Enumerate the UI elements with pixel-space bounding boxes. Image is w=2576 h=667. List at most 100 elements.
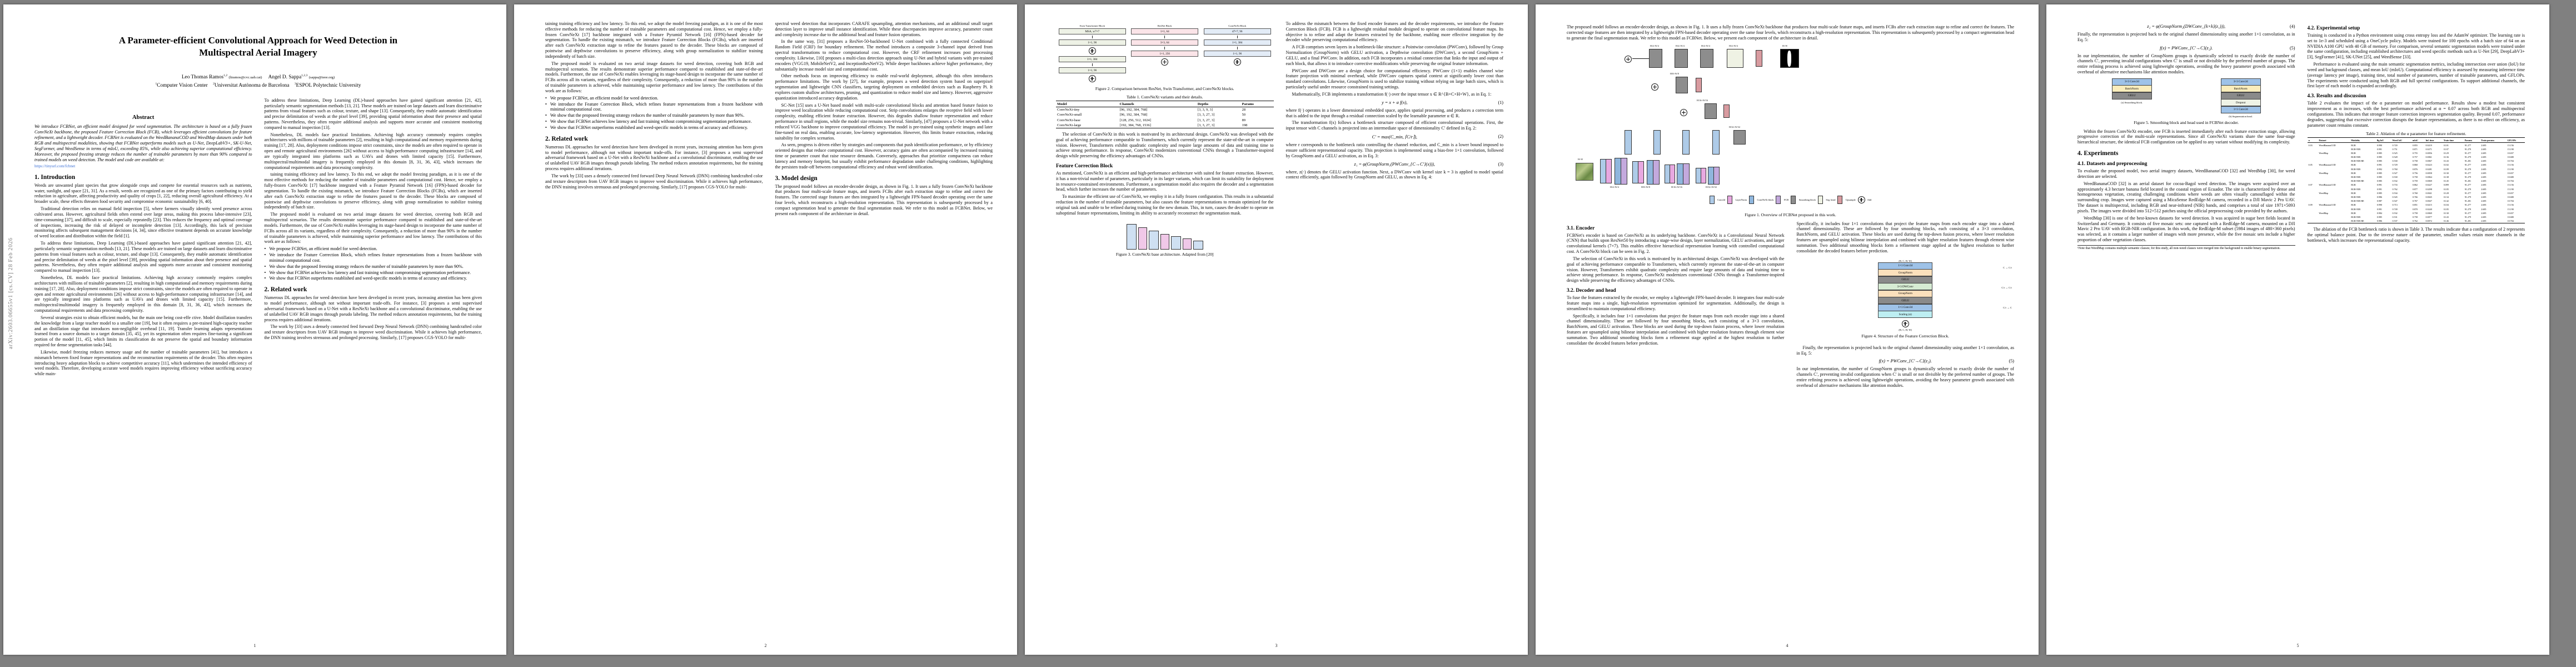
t1-r2-c0: ConvNeXt-base xyxy=(1057,118,1080,122)
t2-r8-c10: 10.680 xyxy=(2507,176,2514,179)
fig1-fcb-4 xyxy=(1713,167,1720,185)
fig2-swin-add2-icon xyxy=(1088,75,1096,82)
figure-4-caption: Figure 4. Structure of the Feature Corre… xyxy=(1861,333,1950,339)
t2-r15-c1: WeedBananaCOD xyxy=(2319,203,2336,207)
page-3-left-column: Swin Transformer Block MSA, w7×7 1×1, 96… xyxy=(1056,21,1274,633)
t2-r18-c3: 0.985 xyxy=(2376,215,2382,218)
fig1-fcb-1 xyxy=(1621,158,1627,185)
paper-page-4[interactable]: The proposed model follows an encoder-de… xyxy=(1536,4,2039,655)
t2-r17-c10: 10.657 xyxy=(2507,211,2514,215)
table-2-col-8: Params xyxy=(2463,137,2480,143)
table-row: 0.09 WeedBananaCOD RGB 0.990 0.713 0.851 0.021… xyxy=(2308,203,2525,207)
t1-r3-c0: ConvNeXt-large xyxy=(1056,122,1119,128)
fig2-swin-layer-2: 1×1, 96 xyxy=(1058,39,1126,46)
t2-r9-c10: 10.704 xyxy=(2507,180,2514,183)
legend-add-icon xyxy=(1857,196,1865,204)
t2-r0-c7: 0.101 xyxy=(2443,143,2449,147)
t2-r15-c9: 2.685 xyxy=(2481,203,2487,207)
table-row: RGB-NIR-RE 0.986 0.537 0.762 0.0072 0.146 91.2… xyxy=(2307,218,2525,224)
t2-r13-c4: 0.545 xyxy=(2392,195,2398,198)
title-line-1: A Parameter-efficient Convolutional Appr… xyxy=(118,35,398,46)
fig2-swin-layer-1: MSA, w7×7 xyxy=(1058,28,1126,34)
fig2-convnext-layer-3: 1×1, 96 xyxy=(1203,51,1271,57)
t2-r13-c3: 0.986 xyxy=(2376,195,2382,198)
t2-r6-c7: 0.109 xyxy=(2443,167,2449,171)
paper-page-3[interactable]: Swin Transformer Block MSA, w7×7 1×1, 96… xyxy=(1025,4,1528,655)
t2-r12-c1: WeedMap xyxy=(2319,191,2329,195)
page-4-right-column: Specifically, it includes four 1×1 convo… xyxy=(1797,221,2015,390)
fig1-res-label-h4-c: H/4×W/4 xyxy=(1701,44,1710,48)
fig1-res-label-h4-d: H/4×W/4 xyxy=(1729,44,1738,48)
legend-label-smoothing: Smoothing block xyxy=(1798,198,1816,202)
fig1-seg-head xyxy=(1727,49,1743,68)
legend-seghead-swatch xyxy=(1817,196,1823,205)
t2-r2-c7: 0.129 xyxy=(2443,151,2449,155)
t2-r12-c10: 10.657 xyxy=(2507,191,2514,195)
t2-r17-c2: RGB xyxy=(2351,211,2356,215)
abstract-link[interactable]: https://tinyurl.com/fcbnet xyxy=(34,163,76,168)
t2-r11-c2: RGB-NIR xyxy=(2351,187,2361,191)
s1-paragraph-8: The proposed model is evaluated on two a… xyxy=(264,212,482,245)
figure-5: 3×3 Conv2d BatchNorm GELU (a) Smoothing … xyxy=(2077,78,2295,126)
t2-r8-c1 xyxy=(2318,175,2350,179)
figure-4-input-label: (B, C, H, W) xyxy=(1899,259,1912,262)
s31-heading: 3.1. Encoder xyxy=(1567,225,1595,231)
t2-r17-c4: 0.532 xyxy=(2392,211,2398,215)
fig1-input-image xyxy=(1576,163,1593,181)
table-2-col-1: Dataset xyxy=(2318,137,2350,143)
fig1-fcb-2 xyxy=(1653,160,1660,185)
figure-2-diagram: Swin Transformer Block MSA, w7×7 1×1, 96… xyxy=(1056,24,1274,84)
t2-r1-c3: 0.991 xyxy=(2376,147,2382,151)
figure-1-diagram: H/4×W/4 H/4×W/4 H/4×W/4 H/4×W/4 H×W H/8×… xyxy=(1567,43,2014,210)
affiliation-2: Universitat Autònoma de Barcelona xyxy=(214,83,290,89)
t2-r1-c8: 91.279 xyxy=(2464,147,2471,151)
paper-page-2[interactable]: taining training efficiency and low late… xyxy=(514,4,1017,655)
t2-r7-c4: 0.527 xyxy=(2392,171,2398,175)
contribution-bullet-5: We show that FCBNet outperforms establis… xyxy=(265,276,482,281)
author-1-name: Leo Thomas Ramos xyxy=(181,74,224,81)
t2-r19-c6: 0.0072 xyxy=(2424,218,2443,224)
table-row: RGB-NIR 0.986 0.545 0.766 0.0045 0.134 91.279 2… xyxy=(2308,195,2525,199)
t2-r19-c10: 10.704 xyxy=(2506,218,2525,224)
t2-r5-c8: 91.277 xyxy=(2464,163,2471,167)
page-5-left-column: z₂ = φ(GroupNorm₂(DWConv_{k×k}(z₁))), (4)… xyxy=(2077,21,2295,633)
t2-r18-c1 xyxy=(2318,215,2350,219)
eq1-number: (1) xyxy=(1498,99,1503,105)
t2-r3-c5: 0.757 xyxy=(2412,156,2418,159)
t2-r4-c10: 10.704 xyxy=(2507,160,2514,163)
t2-r0-c2: RGB xyxy=(2351,143,2356,147)
seghead-layer-2: BatchNorm xyxy=(2220,85,2261,93)
contribution-bullet-2-b: We introduce the Feature Correction Bloc… xyxy=(545,102,763,113)
t2-r12-c3: 0.985 xyxy=(2376,191,2382,195)
t2-r2-c10: 10.657 xyxy=(2507,151,2514,155)
t1-r0-c1: [96, 192, 384, 768] xyxy=(1119,108,1148,112)
fig1-res-label-h4-a: H/4×W/4 xyxy=(1650,44,1659,48)
equation-3: z₁ = φ(GroupNorm₁(PWConv_{C→C′}(x))), (3) xyxy=(1286,162,1503,167)
t2-r7-c1: WeedMap xyxy=(2319,171,2329,175)
fcb-p11: Finally, the representation is projected… xyxy=(1796,345,2015,356)
legend-smoothing-swatch xyxy=(1791,196,1796,205)
t2-r11-c9: 2.685 xyxy=(2481,187,2487,191)
page-number-5: 5 xyxy=(2296,643,2299,648)
paper-page-1[interactable]: arXiv:2603.06655v1 [cs.CV] 28 Feb 2026 A… xyxy=(3,4,506,655)
equation-5-left: f(x) = PWConv_{C′→C}(z₂). (5) xyxy=(2077,46,2295,51)
t2-r2-c5: 0.755 xyxy=(2412,151,2418,155)
figure-4-side-label-1: C → C/r xyxy=(2003,266,2012,269)
author-2-email[interactable]: (sappa@ieee.org) xyxy=(308,76,335,80)
t2-r10-c6: 0.0227 xyxy=(2425,183,2432,187)
table-row: RGB-NIR 0.985 0.530 0.758 0.0064 0.138 91.279 2… xyxy=(2308,175,2525,179)
fig1-enc-layernorm-3 xyxy=(1670,165,1675,184)
author-1-email[interactable]: (ltramos@cvc.uab.cat) xyxy=(228,76,262,80)
t2-r8-c5: 0.758 xyxy=(2412,176,2418,179)
table-2-col-2: Modality xyxy=(2350,137,2376,143)
paper-page-5[interactable]: z₂ = φ(GroupNorm₂(DWConv_{k×k}(z₁))), (4)… xyxy=(2046,4,2549,655)
figure-1-caption: Figure 1. Overview of FCBNet proposed in… xyxy=(1745,212,1836,218)
table-1-col-model: Model xyxy=(1056,101,1119,108)
t2-r15-c5: 0.851 xyxy=(2412,203,2418,207)
table-row: RGB-NIR-RE 0.985 0.532 0.759 0.0069 0.145 91.2… xyxy=(2308,179,2525,183)
t2-r9-c8: 91.281 xyxy=(2464,180,2471,183)
fcb-layer-8: Scaling (α) xyxy=(1878,311,1933,318)
t2-r1-c4: 0.751 xyxy=(2392,147,2398,151)
s2-p7: As seen, progress is driven either by st… xyxy=(775,142,993,170)
